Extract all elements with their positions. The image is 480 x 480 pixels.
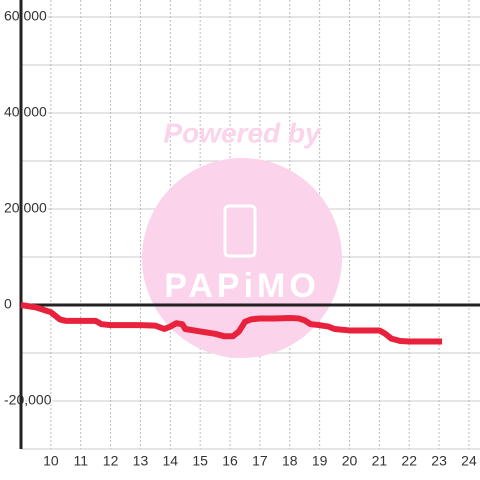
x-tick-label: 11 xyxy=(73,453,88,469)
y-tick-label: 40,000 xyxy=(4,104,47,120)
x-tick-label: 24 xyxy=(461,453,477,469)
x-tick-label: 19 xyxy=(312,453,328,469)
x-tick-label: 13 xyxy=(133,453,149,469)
x-tick-label: 15 xyxy=(192,453,208,469)
x-tick-label: 18 xyxy=(282,453,298,469)
series-line xyxy=(20,302,443,345)
x-tick-label: 17 xyxy=(252,453,268,469)
x-tick-label: 23 xyxy=(431,453,447,469)
watermark-phone xyxy=(223,204,257,258)
y-tick-label: 60,000 xyxy=(4,8,47,24)
x-tick-label: 22 xyxy=(401,453,417,469)
watermark-brand: PAPiMO xyxy=(164,267,320,305)
watermark-circle xyxy=(142,158,342,358)
y-tick-label: -20,000 xyxy=(4,392,52,408)
x-tick-label: 21 xyxy=(372,453,388,469)
y-tick-label: 20,000 xyxy=(4,200,47,216)
x-tick-label: 10 xyxy=(43,453,59,469)
y-tick-label: 0 xyxy=(4,296,12,312)
x-tick-label: 12 xyxy=(103,453,119,469)
x-tick-label: 20 xyxy=(342,453,358,469)
x-tick-label: 16 xyxy=(222,453,238,469)
x-tick-label: 14 xyxy=(163,453,179,469)
watermark-top: Powered by xyxy=(163,117,322,148)
